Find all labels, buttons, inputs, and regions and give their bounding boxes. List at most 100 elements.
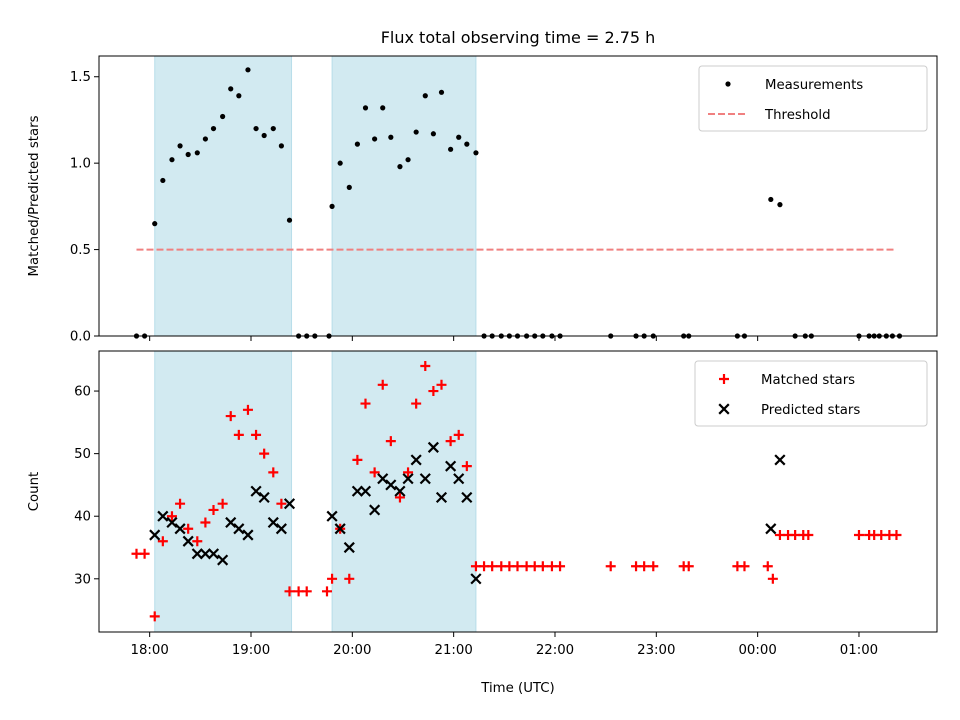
point-0-0-8: [202, 136, 208, 142]
point-1-1-16: [283, 498, 296, 510]
point-0-0-59: [768, 196, 774, 203]
x-tick-label-5: 23:00: [637, 643, 675, 658]
point-1-0-9: [208, 504, 219, 515]
top-data-marks: [133, 67, 903, 339]
bottom-panel: 30 40 50 60 18:00 19:00 20:00 21:00 22:00 23:00 0…: [27, 350, 938, 696]
point-1-1-27: [410, 454, 422, 466]
point-1-0-13: [242, 404, 253, 415]
point-1-0-20: [301, 586, 312, 597]
point-1-0-31: [403, 467, 414, 478]
bottom-data-marks: [131, 361, 902, 622]
x-axis-label: Time (UTC): [480, 681, 555, 696]
point-0-0-2: [152, 221, 158, 227]
point-1-0-59: [767, 573, 778, 584]
point-1-1-25: [394, 485, 406, 497]
point-1-1-33: [461, 491, 473, 504]
top-legend-box: [698, 65, 928, 132]
point-1-0-17: [276, 498, 287, 509]
point-1-0-12: [233, 429, 244, 440]
bottom-x-axis: 18:00 19:00 20:00 21:00 22:00 23:00 00:00 01:00: [131, 632, 878, 658]
point-0-0-15: [261, 132, 267, 139]
point-1-0-58: [762, 561, 773, 572]
point-1-0-55: [683, 561, 694, 572]
point-1-1-34: [470, 573, 482, 585]
point-1-1-9: [225, 516, 237, 529]
x-tick-label-6: 00:00: [738, 643, 776, 658]
point-0-0-34: [422, 93, 428, 99]
point-1-1-22: [369, 504, 381, 516]
point-1-0-49: [555, 561, 566, 572]
point-0-0-29: [380, 105, 386, 111]
point-1-0-25: [352, 454, 363, 465]
point-0-0-24: [337, 160, 343, 166]
point-1-1-8: [217, 554, 229, 566]
point-1-0-30: [394, 492, 405, 503]
legend-measurements-symbol: [725, 81, 731, 87]
point-1-1-24: [385, 479, 397, 491]
point-1-0-6: [183, 523, 194, 534]
top-axes-frame: [98, 55, 938, 337]
point-1-0-4: [166, 511, 177, 522]
point-1-1-10: [233, 523, 245, 535]
point-1-0-16: [268, 467, 279, 478]
point-1-1-14: [267, 516, 279, 529]
bottom-axes-frame: [98, 350, 938, 633]
point-1-1-13: [258, 491, 270, 504]
point-1-0-53: [648, 561, 659, 572]
point-1-1-20: [351, 485, 363, 497]
y-tick-label-1-3: 60: [74, 385, 91, 400]
point-0-0-23: [329, 203, 335, 209]
point-1-0-64: [803, 529, 814, 540]
legend-marker-0-0: [725, 81, 731, 87]
top-y-axis: 0.0 0.5 1.0 1.5: [70, 70, 99, 345]
point-1-1-0: [149, 529, 161, 541]
point-1-1-32: [453, 473, 465, 485]
point-1-0-15: [259, 448, 270, 459]
bottom-legend: Matched stars Predicted stars: [694, 360, 928, 427]
point-1-0-24: [344, 573, 355, 584]
point-0-0-26: [354, 141, 360, 147]
legend-measurements-label: Measurements: [765, 78, 863, 93]
point-0-0-35: [430, 131, 436, 137]
top-legend: Measurements Threshold: [698, 65, 928, 132]
point-0-0-7: [194, 150, 200, 156]
y-tick-label-1-1: 40: [74, 510, 91, 525]
bottom-y-axis-label: Count: [27, 472, 42, 512]
y-tick-label-1-0: 30: [74, 572, 91, 587]
point-1-1-30: [435, 491, 448, 504]
point-0-0-28: [372, 136, 378, 142]
point-1-0-8: [200, 517, 211, 528]
x-tick-label-3: 21:00: [434, 643, 472, 658]
point-0-0-3: [160, 177, 166, 184]
point-0-0-32: [405, 157, 411, 163]
point-1-0-52: [639, 561, 650, 572]
point-1-0-34: [428, 386, 439, 397]
point-1-1-31: [445, 460, 457, 472]
point-1-1-26: [402, 473, 414, 485]
x-tick-label-0: 18:00: [131, 643, 169, 658]
point-1-0-33: [420, 361, 431, 372]
point-1-0-44: [512, 561, 523, 572]
point-1-0-21: [321, 586, 332, 597]
point-1-1-36: [774, 454, 786, 466]
point-0-0-38: [456, 134, 462, 140]
point-1-0-70: [891, 529, 902, 540]
point-1-1-28: [419, 473, 431, 485]
point-0-0-5: [177, 143, 183, 149]
top-shaded-intervals: [154, 55, 477, 337]
point-1-1-2: [166, 516, 178, 529]
point-1-0-3: [157, 536, 168, 547]
point-1-0-5: [175, 498, 186, 509]
shaded-interval-1-0: [154, 350, 293, 633]
shaded-interval-0-1: [331, 55, 477, 337]
point-1-0-26: [360, 398, 371, 409]
point-1-1-18: [334, 523, 346, 535]
point-1-1-6: [199, 548, 211, 560]
point-1-1-11: [242, 529, 254, 541]
x-tick-label-4: 22:00: [536, 643, 574, 658]
point-1-1-23: [377, 473, 389, 485]
shaded-interval-0-0: [154, 55, 293, 337]
x-tick-label-1: 19:00: [232, 643, 270, 658]
y-tick-label-0-3: 1.5: [70, 70, 91, 85]
point-0-0-6: [185, 151, 191, 158]
